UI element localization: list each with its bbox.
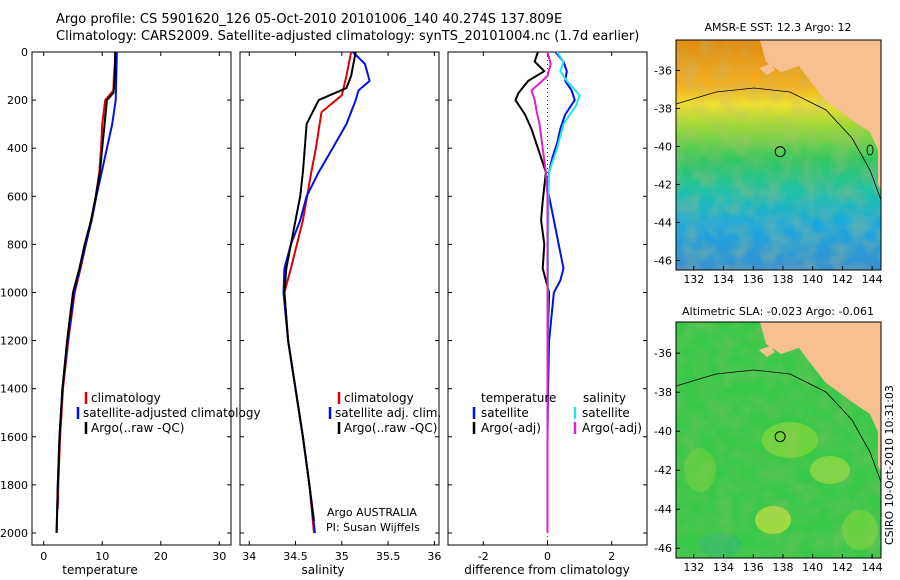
- x-tick-label: 34: [242, 550, 256, 563]
- legend-satellite-adjusted: satellite-adjusted climatology: [83, 406, 261, 420]
- pi-label: PI: Susan Wijffels: [326, 521, 420, 534]
- temperature-panel: 0 10 20 30 0 200 400 600 800 1000 1200 1400 1600 1800…: [0, 46, 261, 577]
- y-tick-label: 1200: [0, 335, 28, 348]
- sst-map: AMSR-E SST: 12.3 Argo: 12 132 134 136 138 14…: [654, 21, 883, 286]
- y-tick-label: 1400: [0, 383, 28, 396]
- land-mass: [760, 322, 881, 472]
- lat-tick-label: -44: [654, 503, 672, 516]
- series-line-satellite: [546, 51, 581, 533]
- depth-contour: [676, 87, 881, 201]
- x-tick-label: 36: [427, 550, 441, 563]
- series-line-argo-adj-: [514, 51, 551, 533]
- salinity-x-label: salinity: [301, 563, 344, 577]
- y-tick-label: 0: [21, 46, 28, 59]
- lon-tick-label: 134: [713, 561, 734, 574]
- lon-tick-label: 136: [743, 273, 764, 286]
- series-line-argo-raw-qc-: [283, 51, 357, 522]
- legend-climatology: climatology: [344, 391, 414, 405]
- argo-australia-label: Argo AUSTRALIA: [327, 506, 417, 519]
- legend-temp-satellite: satellite: [481, 406, 529, 420]
- difference-panel: -2 0 2 difference from climatology tempera…: [447, 51, 648, 577]
- y-tick-label: 200: [7, 94, 28, 107]
- csiro-timestamp: CSIRO 10-Oct-2010 10:31:03: [883, 385, 896, 545]
- series-line-argo-adj-: [530, 51, 552, 533]
- depth-contour: [676, 369, 881, 483]
- x-tick-label: 0: [40, 550, 47, 563]
- lat-tick-label: -46: [654, 254, 672, 267]
- lon-tick-label: 144: [862, 273, 883, 286]
- lon-tick-label: 140: [802, 561, 823, 574]
- legend-sal-satellite: satellite: [582, 406, 630, 420]
- legend-climatology: climatology: [91, 391, 161, 405]
- lon-tick-label: 132: [683, 273, 704, 286]
- legend-sal-argo: Argo(-adj): [582, 421, 642, 435]
- series-line-argo-raw-qc-: [55, 52, 117, 534]
- y-tick-label: 800: [7, 238, 28, 251]
- x-tick-label: 0: [544, 550, 551, 563]
- y-tick-label: 1000: [0, 286, 28, 299]
- lat-tick-label: -36: [654, 64, 672, 77]
- climatology-title: Climatology: CARS2009. Satellite-adjuste…: [56, 29, 640, 44]
- lon-tick-label: 144: [862, 561, 883, 574]
- salinity-legend: climatology satellite adj. clim. Argo(..…: [328, 391, 441, 435]
- x-tick-label: -2: [478, 550, 489, 563]
- series-line-satellite-adj-clim-: [282, 51, 371, 534]
- x-tick-label: 35.5: [376, 550, 401, 563]
- temperature-legend: climatology satellite-adjusted climatolo…: [76, 391, 261, 435]
- lat-tick-label: -42: [654, 178, 672, 191]
- y-tick-label: 1800: [0, 479, 28, 492]
- lon-tick-label: 142: [832, 273, 853, 286]
- y-tick-label: 2000: [0, 527, 28, 540]
- lat-tick-label: -38: [654, 102, 672, 115]
- y-tick-label: 600: [7, 190, 28, 203]
- difference-legend: temperature satellite Argo(-adj) salinit…: [472, 391, 642, 435]
- x-tick-label: 20: [154, 550, 168, 563]
- x-tick-label: 2: [608, 550, 615, 563]
- lon-tick-label: 132: [683, 561, 704, 574]
- lat-tick-label: -40: [654, 140, 672, 153]
- profile-title: Argo profile: CS 5901620_126 05-Oct-2010…: [56, 12, 563, 27]
- lon-tick-label: 136: [743, 561, 764, 574]
- legend-argo: Argo(..raw -QC): [91, 421, 184, 435]
- legend-temp-argo: Argo(-adj): [481, 421, 541, 435]
- series-line-satellite: [546, 51, 576, 533]
- lat-tick-label: -46: [654, 542, 672, 555]
- x-tick-label: 30: [212, 550, 226, 563]
- legend-temperature-title: temperature: [481, 391, 556, 405]
- salinity-panel: 34 34.5 35 35.5 36 salinity climatology sate…: [239, 51, 441, 577]
- difference-x-label: difference from climatology: [464, 563, 630, 577]
- y-tick-label: 1600: [0, 431, 28, 444]
- y-tick-label: 400: [7, 142, 28, 155]
- land-mass: [760, 40, 881, 190]
- lat-tick-label: -38: [654, 386, 672, 399]
- temperature-x-label: temperature: [62, 563, 137, 577]
- sla-map: Altimetric SLA: -0.023 Argo: -0.061 132 1…: [654, 305, 896, 574]
- lon-tick-label: 138: [772, 561, 793, 574]
- x-tick-label: 35: [335, 550, 349, 563]
- series-line-climatology: [283, 51, 353, 534]
- legend-salinity-title: salinity: [583, 391, 626, 405]
- lon-tick-label: 140: [802, 273, 823, 286]
- argo-location-marker: [774, 146, 786, 158]
- lon-tick-label: 142: [832, 561, 853, 574]
- sla-map-title: Altimetric SLA: -0.023 Argo: -0.061: [682, 305, 874, 318]
- lon-tick-label: 134: [713, 273, 734, 286]
- legend-argo: Argo(..raw -QC): [344, 421, 437, 435]
- x-tick-label: 34.5: [283, 550, 308, 563]
- series-line-satellite-adjusted-climatology: [55, 51, 118, 534]
- argo-location-marker: [774, 431, 786, 443]
- lat-tick-label: -40: [654, 425, 672, 438]
- lat-tick-label: -36: [654, 347, 672, 360]
- series-line-climatology: [56, 51, 117, 509]
- x-tick-label: 10: [95, 550, 109, 563]
- lat-tick-label: -44: [654, 216, 672, 229]
- lat-tick-label: -42: [654, 464, 672, 477]
- legend-satellite-adj: satellite adj. clim.: [335, 406, 441, 420]
- lon-tick-label: 138: [772, 273, 793, 286]
- sst-map-title: AMSR-E SST: 12.3 Argo: 12: [704, 21, 851, 34]
